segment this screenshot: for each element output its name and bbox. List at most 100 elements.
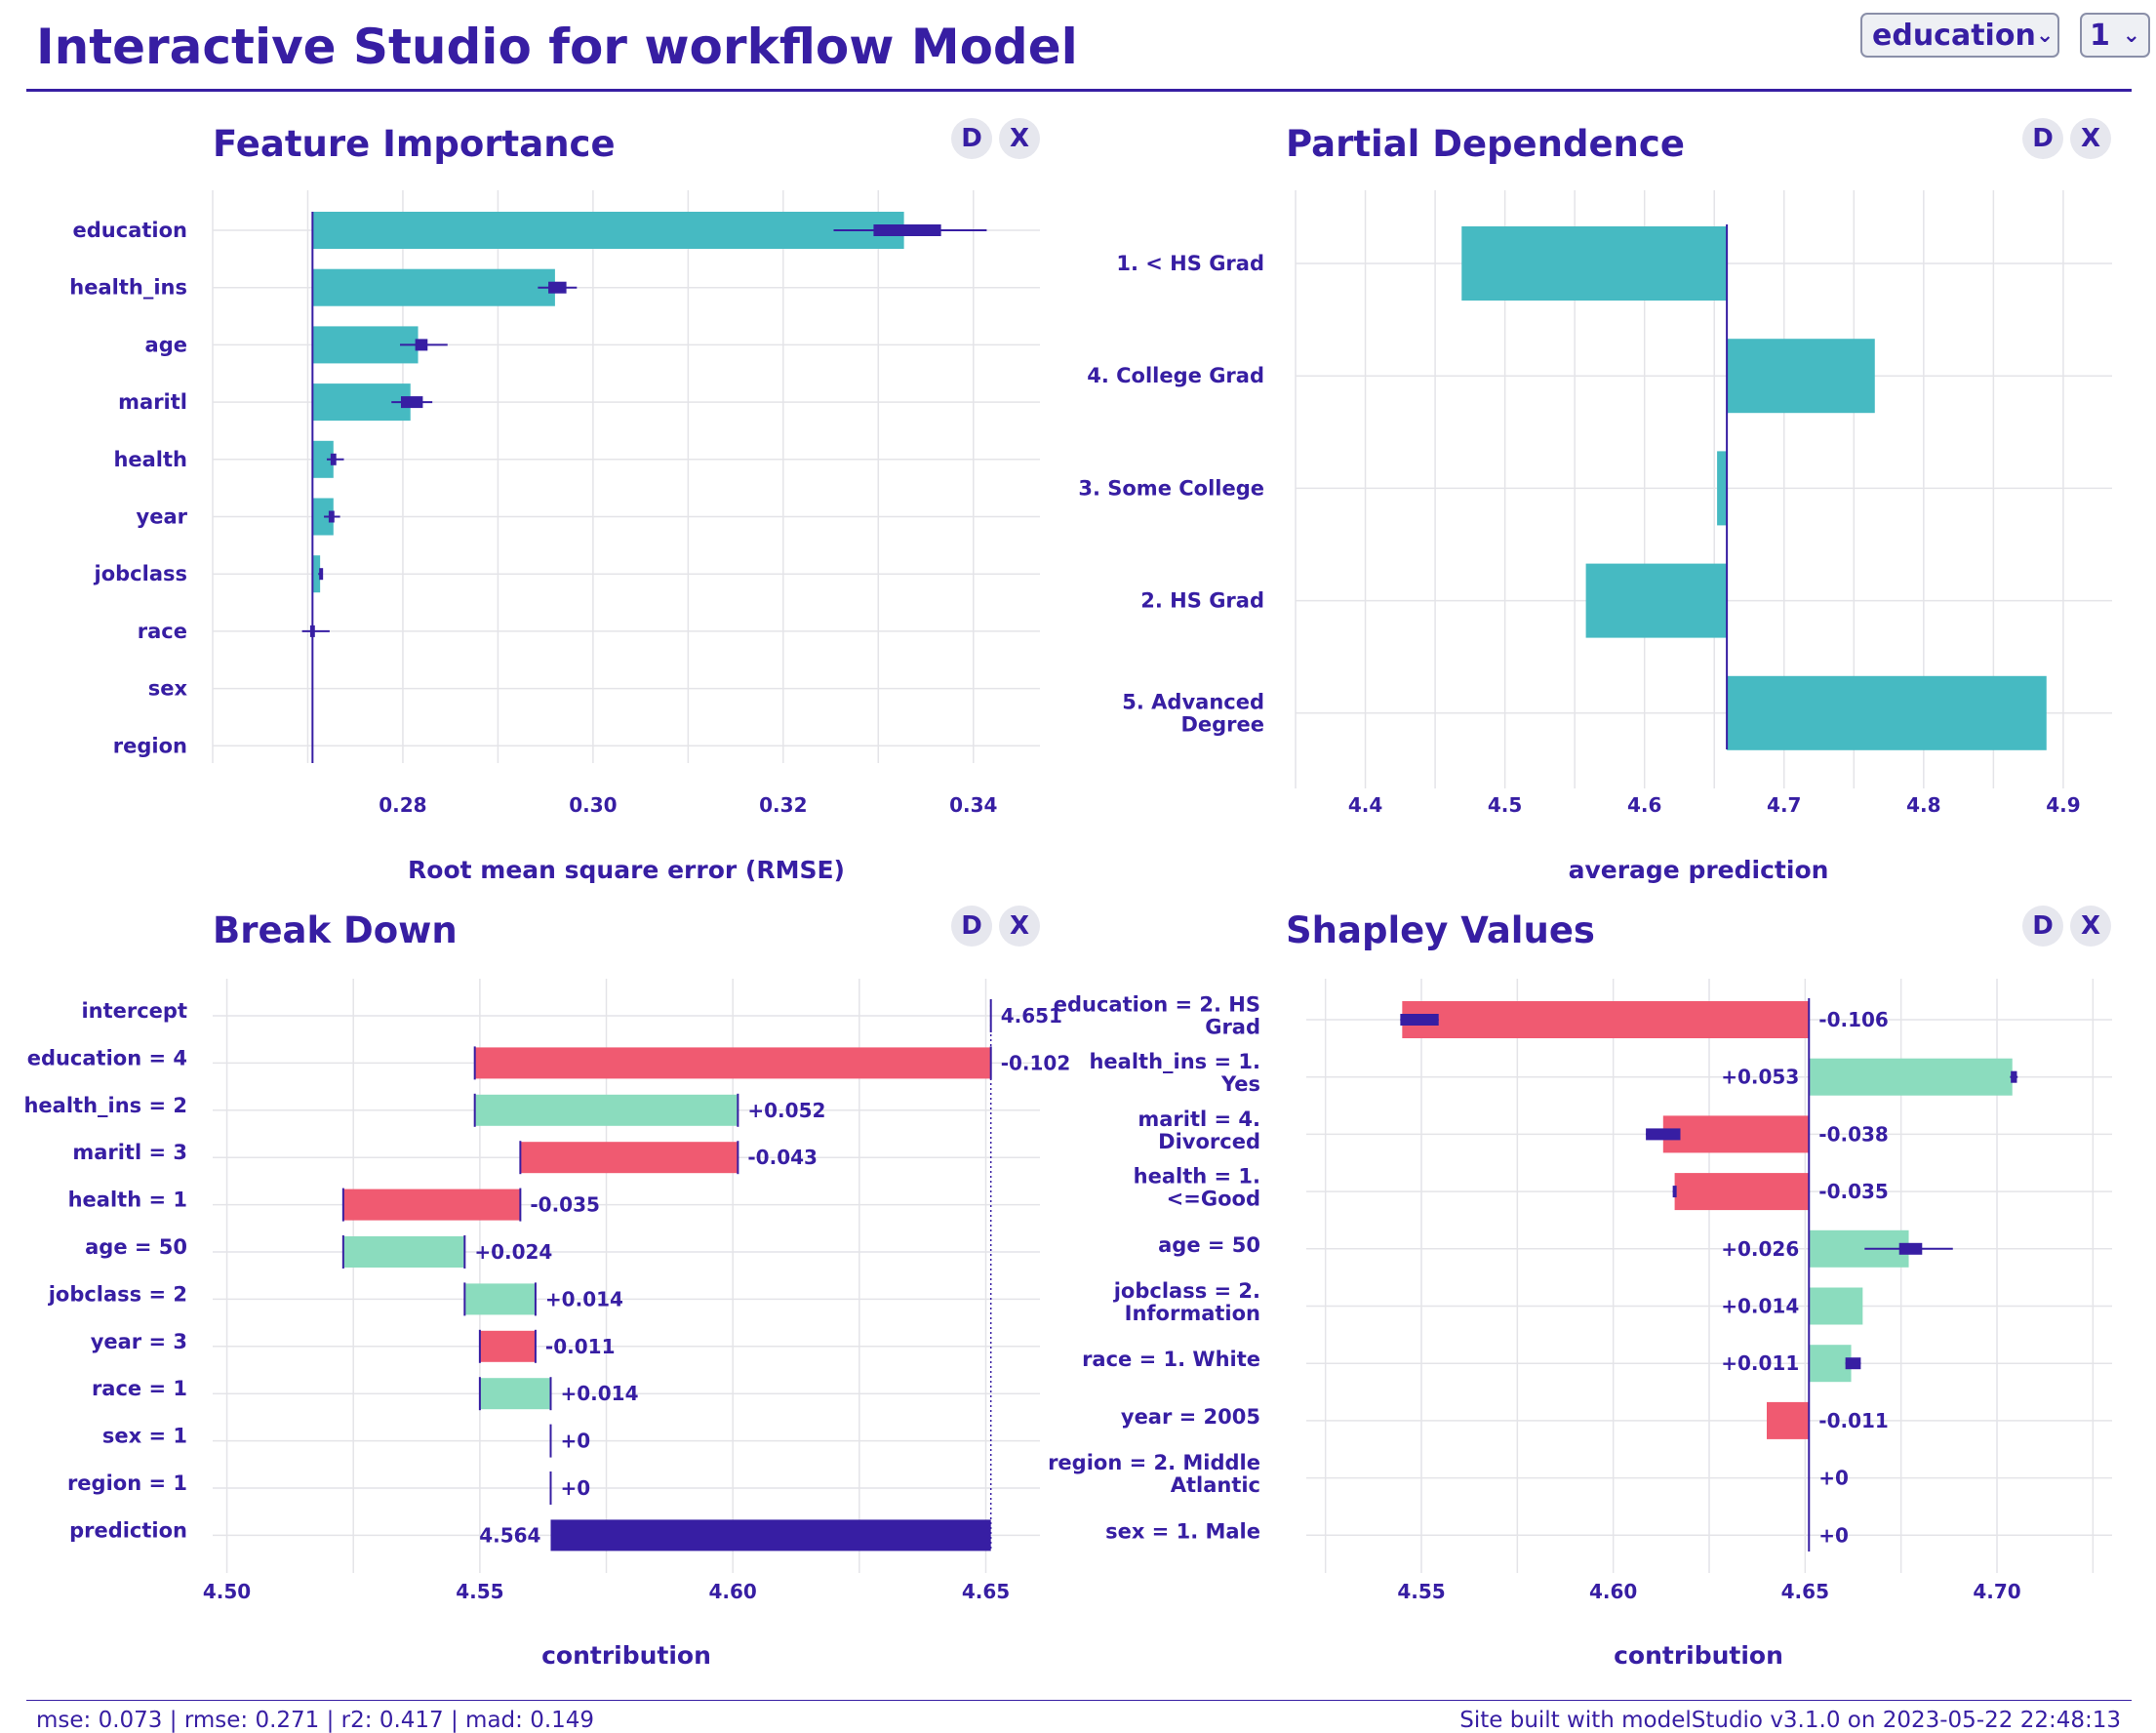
x-tick-label: 4.55 [456, 1580, 503, 1603]
importance-bar [312, 498, 334, 536]
bd-contribution-bar [474, 1047, 991, 1079]
y-tick-label: 4. College Grad [1087, 364, 1264, 387]
shap-value-label: +0.011 [1721, 1351, 1799, 1375]
bd-contribution-bar [464, 1283, 536, 1315]
importance-box [319, 568, 324, 581]
importance-box [873, 224, 941, 236]
x-tick-label: 4.8 [1906, 793, 1940, 817]
shap-box [1898, 1242, 1923, 1255]
y-tick-label: 5. Advanced [1122, 690, 1264, 713]
x-tick-label: 4.6 [1627, 793, 1661, 817]
y-tick-label: year [137, 505, 188, 529]
footer-metrics: mse: 0.073 | rmse: 0.271 | r2: 0.417 | m… [36, 1708, 595, 1733]
y-tick-label: 1. < HS Grad [1116, 252, 1264, 275]
y-tick-label: health_ins = 2 [23, 1094, 187, 1117]
y-tick-label: health_ins [69, 276, 187, 300]
y-tick-label: region = 1 [67, 1471, 187, 1495]
shap-bar [1809, 1287, 1863, 1325]
close-button[interactable]: X [2070, 906, 2111, 947]
bd-contribution-bar [479, 1330, 536, 1362]
y-tick-label: age = 50 [1158, 1233, 1260, 1257]
bd-value-label: -0.035 [530, 1193, 600, 1217]
importance-box [330, 453, 337, 465]
footer-divider [26, 1700, 2132, 1701]
describe-button[interactable]: D [951, 118, 992, 159]
y-tick-label: 2. HS Grad [1140, 589, 1264, 613]
importance-box [548, 281, 567, 294]
y-tick-label: year = 2005 [1121, 1405, 1260, 1429]
y-tick-label: Yes [1220, 1072, 1260, 1096]
y-tick-label: education [73, 219, 187, 242]
y-tick-label: jobclass = 2 [48, 1282, 187, 1306]
describe-button[interactable]: D [2022, 906, 2063, 947]
y-tick-label: age [145, 333, 187, 356]
shap-value-label: +0 [1818, 1523, 1849, 1547]
shap-bar [1662, 1115, 1810, 1153]
shap-bar [1809, 1058, 2013, 1096]
y-tick-label: sex = 1. Male [1105, 1519, 1260, 1543]
y-tick-label: education = 2. HS [1054, 993, 1260, 1017]
bd-contribution-bar [479, 1378, 551, 1410]
importance-box [328, 510, 335, 523]
y-tick-label: maritl [118, 390, 187, 414]
x-tick-label: 4.5 [1488, 793, 1522, 817]
y-tick-label: Information [1125, 1302, 1260, 1325]
x-tick-label: 0.32 [759, 793, 807, 817]
x-tick-label: 4.7 [1767, 793, 1801, 817]
describe-button[interactable]: D [951, 906, 992, 947]
y-tick-label: Grad [1205, 1016, 1260, 1039]
pd-bar [1717, 451, 1728, 526]
panel-title: Feature Importance [213, 123, 616, 165]
x-tick-label: 4.50 [203, 1580, 251, 1603]
footer-built: Site built with modelStudio v3.1.0 on 20… [1459, 1708, 2121, 1733]
importance-bar [312, 268, 555, 306]
x-axis-label: contribution [1614, 1641, 1783, 1670]
pd-bar [1727, 675, 2047, 750]
x-tick-label: 4.70 [1973, 1580, 2020, 1603]
shap-box [1672, 1186, 1677, 1198]
x-tick-label: 4.60 [1589, 1580, 1637, 1603]
x-axis-label: average prediction [1569, 856, 1829, 884]
header: Interactive Studio for workflow Model ed… [0, 0, 2156, 94]
bd-value-label: -0.043 [747, 1146, 818, 1169]
panel-title: Break Down [213, 909, 458, 951]
y-tick-label: <=Good [1167, 1188, 1260, 1211]
bd-contribution-bar [474, 1094, 739, 1126]
y-tick-label: intercept [81, 999, 187, 1023]
y-tick-label: health = 1. [1134, 1165, 1260, 1189]
bd-value-label: 4.564 [479, 1523, 540, 1547]
close-button[interactable]: X [2070, 118, 2111, 159]
describe-button[interactable]: D [2022, 118, 2063, 159]
bd-value-label: +0.014 [560, 1382, 638, 1405]
x-axis-label: Root mean square error (RMSE) [408, 856, 845, 884]
x-tick-label: 4.55 [1397, 1580, 1445, 1603]
shap-box [1845, 1357, 1861, 1370]
bd-value-label: -0.102 [1001, 1051, 1071, 1074]
y-tick-label: jobclass = 2. [1113, 1279, 1260, 1303]
shap-bar [1674, 1173, 1810, 1211]
shap-value-label: +0.026 [1721, 1237, 1799, 1261]
y-tick-label: education = 4 [27, 1046, 187, 1069]
panel-title: Shapley Values [1286, 909, 1595, 951]
pd-bar [1461, 226, 1728, 301]
observation-select[interactable]: 1 ⌄ [2080, 13, 2150, 58]
importance-bar [312, 440, 334, 478]
x-tick-label: 4.9 [2046, 793, 2080, 817]
y-tick-label: health = 1 [68, 1189, 187, 1212]
close-button[interactable]: X [999, 118, 1040, 159]
bd-value-label: -0.011 [545, 1335, 616, 1358]
bd-value-label: +0.052 [747, 1099, 825, 1122]
shap-value-label: -0.011 [1818, 1409, 1889, 1432]
shap-bar [1767, 1401, 1810, 1439]
close-button[interactable]: X [999, 906, 1040, 947]
importance-bar [312, 212, 904, 249]
shap-box [2011, 1070, 2017, 1083]
variable-select[interactable]: education ⌄ [1860, 13, 2059, 58]
y-tick-label: region [113, 734, 187, 757]
bd-value-label: 4.651 [1001, 1004, 1062, 1028]
shap-box [1400, 1014, 1439, 1026]
bd-contribution-bar [342, 1189, 521, 1221]
y-tick-label: Divorced [1158, 1130, 1260, 1153]
y-tick-label: year = 3 [91, 1330, 187, 1353]
x-tick-label: 4.60 [709, 1580, 757, 1603]
